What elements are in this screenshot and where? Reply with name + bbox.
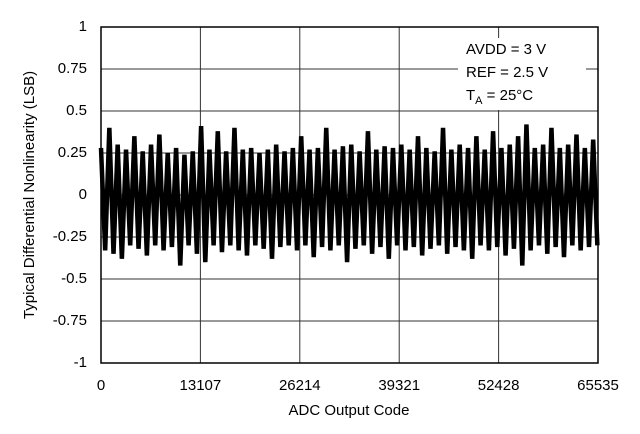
y-tick-label: -1 <box>74 354 87 371</box>
x-tick-label: 52428 <box>478 377 520 394</box>
x-tick-label: 26214 <box>279 377 321 394</box>
x-tick-label: 39321 <box>378 377 420 394</box>
y-tick-label: 0.25 <box>58 144 87 161</box>
data-line <box>98 124 600 266</box>
y-tick-label: 0.5 <box>66 102 87 119</box>
plot-frame <box>100 26 599 364</box>
y-tick-label: -0.25 <box>53 228 87 245</box>
y-tick-label: 1 <box>79 18 87 35</box>
x-tick-label: 13107 <box>180 377 222 394</box>
annotation-background <box>458 38 586 110</box>
y-axis-title: Typical Differential Nonlinearity (LSB) <box>21 71 38 319</box>
annotation: TA = 25°C <box>466 87 533 107</box>
annotation: REF = 2.5 V <box>466 64 548 81</box>
y-tick-label: 0.75 <box>58 60 87 77</box>
y-tick-label: -0.75 <box>53 312 87 329</box>
annotation: AVDD = 3 V <box>466 41 546 58</box>
y-tick-label: -0.5 <box>61 270 87 287</box>
annotation-text: T <box>466 87 475 104</box>
annotation-subscript: A <box>475 95 483 107</box>
x-tick-label: 65535 <box>577 377 619 394</box>
y-tick-label: 0 <box>79 186 87 203</box>
x-tick-label: 0 <box>97 377 105 394</box>
annotation-text: = 25°C <box>483 87 534 104</box>
x-axis-title: ADC Output Code <box>289 402 410 419</box>
